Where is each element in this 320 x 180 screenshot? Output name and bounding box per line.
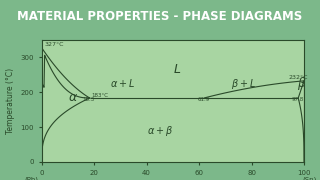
- Text: 61.9: 61.9: [198, 97, 210, 102]
- Text: (Pb): (Pb): [24, 176, 38, 180]
- Text: $\beta$: $\beta$: [297, 75, 306, 92]
- Text: 18.3: 18.3: [82, 97, 94, 102]
- Text: $\alpha$: $\alpha$: [68, 91, 78, 104]
- Text: 97.8: 97.8: [292, 97, 304, 102]
- Text: $L$: $L$: [173, 63, 181, 76]
- Text: $\beta + L$: $\beta + L$: [230, 77, 256, 91]
- Text: 232°C: 232°C: [288, 75, 308, 80]
- Text: 327°C: 327°C: [44, 42, 64, 47]
- Y-axis label: Temperature (°C): Temperature (°C): [6, 68, 15, 134]
- Text: 183°C: 183°C: [91, 93, 108, 98]
- Text: $\alpha + \beta$: $\alpha + \beta$: [147, 124, 173, 138]
- Text: $\alpha + L$: $\alpha + L$: [110, 77, 135, 89]
- Text: MATERIAL PROPERTIES - PHASE DIAGRAMS: MATERIAL PROPERTIES - PHASE DIAGRAMS: [17, 10, 303, 23]
- Text: (Sn): (Sn): [302, 176, 316, 180]
